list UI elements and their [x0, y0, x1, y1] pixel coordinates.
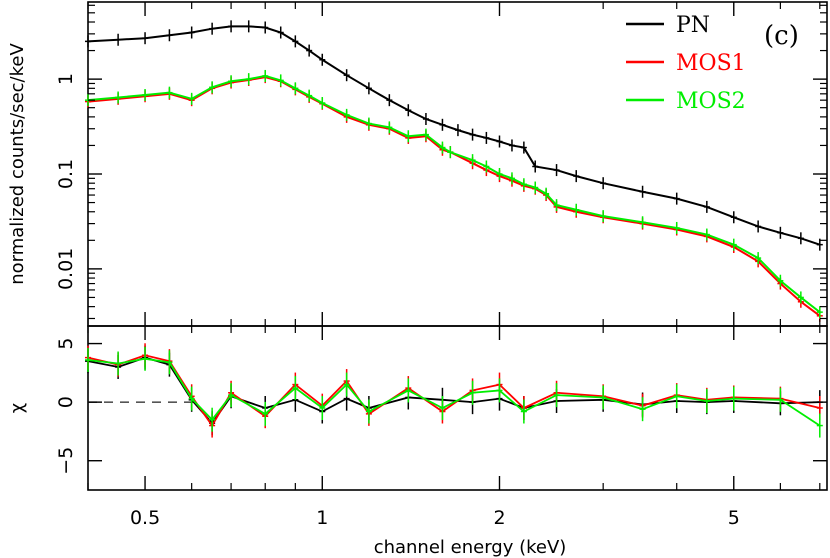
- spectrum-y-tick-label: 0.1: [55, 159, 77, 189]
- residuals-y-tick-label: 5: [55, 338, 77, 350]
- x-tick-label: 0.5: [130, 507, 160, 529]
- x-axis-title: channel energy (keV): [374, 537, 567, 558]
- residual-line-mos2: [87, 357, 821, 427]
- panel-label: (c): [764, 21, 799, 51]
- residual-line-pn: [87, 356, 820, 425]
- x-ticks: 0.5 1 2 5: [87, 2, 821, 529]
- residual-series-mos1: [85, 343, 823, 438]
- legend-label-mos2: MOS2: [676, 89, 746, 114]
- residual-series-pn: [85, 345, 823, 436]
- legend: PN MOS1 MOS2: [626, 13, 746, 114]
- spectrum-series-mos2: [85, 69, 823, 319]
- spectrum-y-axis-title: normalized counts/sec/keV: [7, 43, 28, 285]
- residuals-y-ticks: 5 0 −5: [55, 338, 827, 475]
- spectrum-y-tick-label: 0.01: [55, 248, 77, 290]
- residuals-series-group: [85, 343, 823, 438]
- residuals-panel-frame: [87, 325, 828, 491]
- residuals-y-tick-label: −5: [55, 447, 77, 475]
- spectrum-y-ticks: 1 0.1 0.01: [55, 4, 827, 320]
- x-tick-label: 1: [316, 507, 328, 529]
- spectrum-y-tick-label: 1: [55, 73, 77, 85]
- residual-line-mos1: [87, 354, 821, 428]
- spectrum-panel: 1 0.1 0.01 normalized counts/sec/keV (c) P…: [7, 1, 828, 327]
- legend-label-mos1: MOS1: [676, 51, 746, 76]
- x-tick-label: 5: [728, 507, 740, 529]
- legend-label-pn: PN: [676, 13, 710, 38]
- residuals-panel: 5 0 −5 χ: [7, 325, 828, 491]
- spectrum-series-group: [85, 20, 823, 322]
- residuals-y-tick-label: 0: [55, 396, 77, 408]
- x-tick-label: 2: [493, 507, 505, 529]
- spectrum-series-pn: [85, 20, 823, 251]
- residuals-y-axis-title: χ: [7, 403, 28, 413]
- residual-series-mos2: [85, 346, 823, 438]
